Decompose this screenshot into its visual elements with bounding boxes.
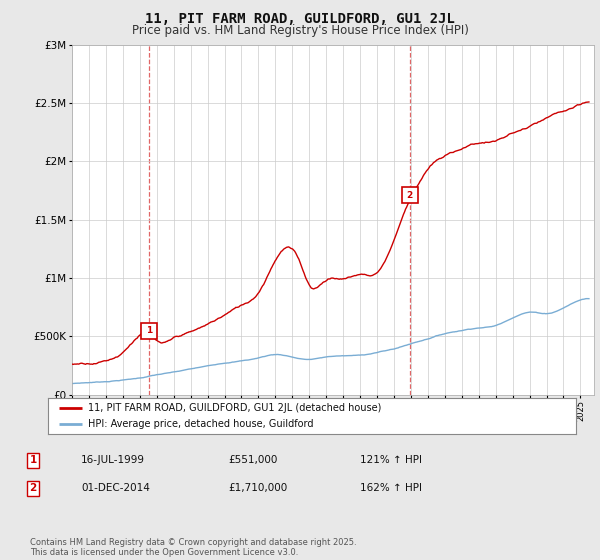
Text: 162% ↑ HPI: 162% ↑ HPI (360, 483, 422, 493)
Text: 01-DEC-2014: 01-DEC-2014 (81, 483, 150, 493)
Text: 11, PIT FARM ROAD, GUILDFORD, GU1 2JL: 11, PIT FARM ROAD, GUILDFORD, GU1 2JL (145, 12, 455, 26)
Text: £1,710,000: £1,710,000 (228, 483, 287, 493)
Text: Contains HM Land Registry data © Crown copyright and database right 2025.
This d: Contains HM Land Registry data © Crown c… (30, 538, 356, 557)
Text: 11, PIT FARM ROAD, GUILDFORD, GU1 2JL (detached house): 11, PIT FARM ROAD, GUILDFORD, GU1 2JL (d… (88, 403, 381, 413)
Text: HPI: Average price, detached house, Guildford: HPI: Average price, detached house, Guil… (88, 419, 313, 429)
Text: 121% ↑ HPI: 121% ↑ HPI (360, 455, 422, 465)
Text: 2: 2 (29, 483, 37, 493)
Text: £551,000: £551,000 (228, 455, 277, 465)
Text: 1: 1 (146, 326, 152, 335)
Text: Price paid vs. HM Land Registry's House Price Index (HPI): Price paid vs. HM Land Registry's House … (131, 24, 469, 36)
Text: 2: 2 (406, 191, 413, 200)
Text: 16-JUL-1999: 16-JUL-1999 (81, 455, 145, 465)
Text: 1: 1 (29, 455, 37, 465)
